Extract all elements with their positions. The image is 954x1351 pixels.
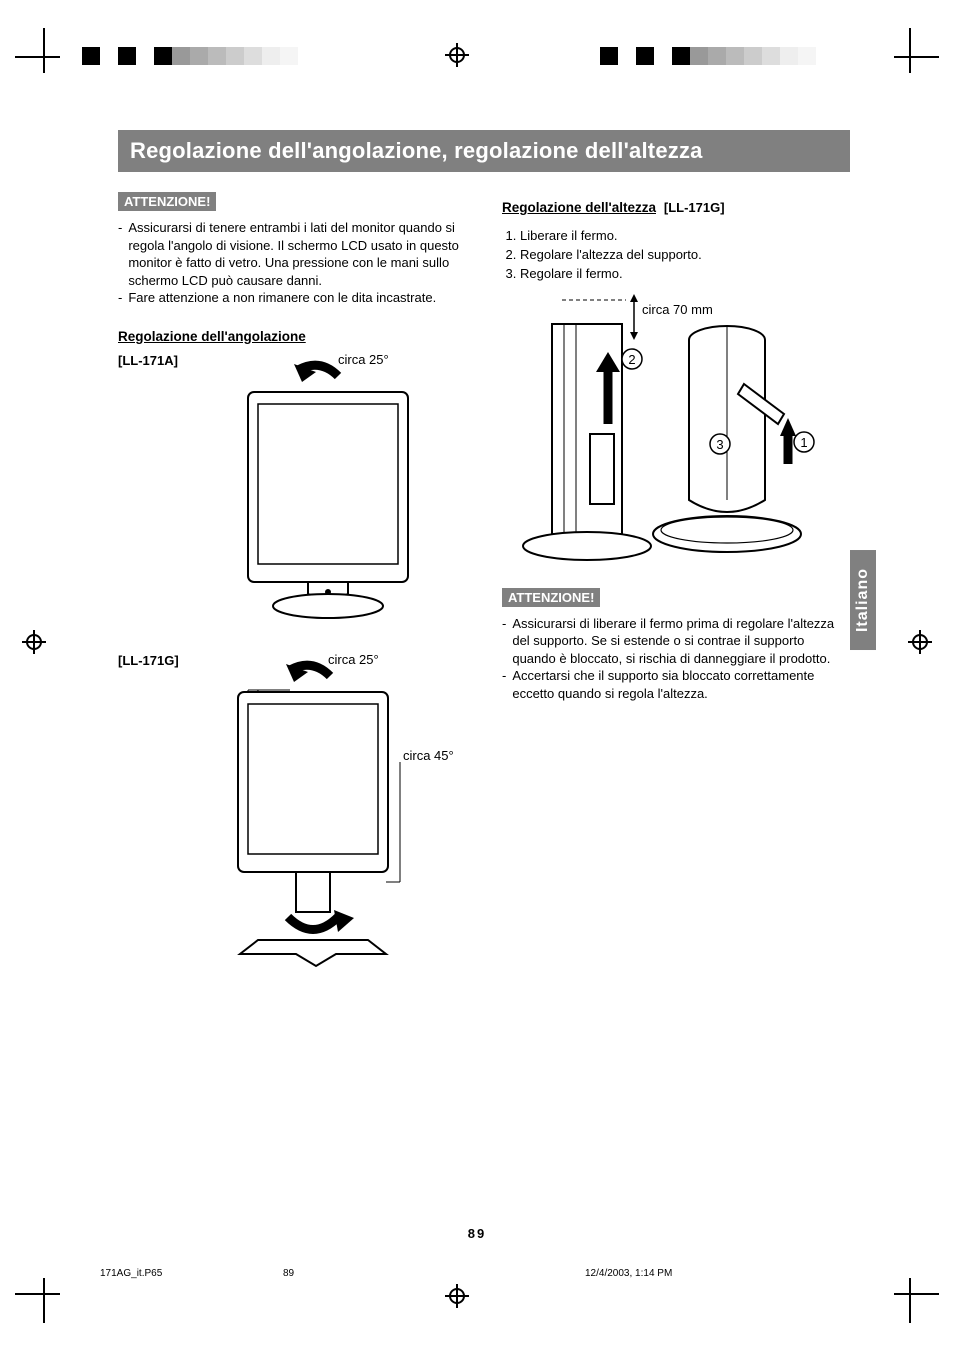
right-column: Regolazione dell'altezza [LL-171G] Liber…	[502, 192, 850, 992]
calibration-swatch	[654, 47, 672, 65]
figure-ll171g: [LL-171G] circa 25° circa 5° circa 45° c…	[118, 652, 478, 972]
angle-back-label: circa 25°	[338, 352, 389, 367]
calibration-swatch	[244, 47, 262, 65]
left-column: ATTENZIONE! -Assicurarsi di tenere entra…	[118, 192, 478, 992]
warning-item: -Assicurarsi di tenere entrambi i lati d…	[118, 219, 478, 289]
calibration-swatch	[744, 47, 762, 65]
warning-item: -Assicurarsi di liberare il fermo prima …	[502, 615, 850, 668]
calibration-swatch	[136, 47, 154, 65]
subheading-model: [LL-171G]	[664, 200, 725, 215]
registration-mark-icon	[22, 630, 46, 654]
calibration-swatch	[280, 47, 298, 65]
monitor-tilt-diagram: circa 25° circa 5°	[198, 352, 448, 632]
registration-mark-icon	[445, 1284, 469, 1308]
callout-2: 2	[628, 352, 635, 367]
steps-list: Liberare il fermo. Regolare l'altezza de…	[502, 227, 850, 284]
calibration-swatch	[726, 47, 744, 65]
height-adjust-diagram: circa 70 mm 2	[522, 294, 842, 574]
registration-mark-icon	[445, 43, 469, 67]
calibration-swatch	[600, 47, 618, 65]
language-tab: Italiano	[850, 550, 876, 650]
calibration-swatch	[118, 47, 136, 65]
calibration-swatch	[262, 47, 280, 65]
footer-page: 89	[283, 1268, 294, 1279]
angle-back-label: circa 25°	[328, 652, 379, 667]
color-calibration-bar	[82, 47, 298, 65]
warning-text: Fare attenzione a non rimanere con le di…	[128, 289, 436, 307]
footer-filename: 171AG_it.P65	[100, 1268, 162, 1279]
registration-mark-icon	[908, 630, 932, 654]
crop-mark	[894, 1293, 939, 1295]
calibration-swatch	[762, 47, 780, 65]
calibration-swatch	[154, 47, 172, 65]
calibration-swatch	[708, 47, 726, 65]
step-item: Regolare il fermo.	[520, 265, 850, 284]
callout-3: 3	[716, 437, 723, 452]
subheading-angle: Regolazione dell'angolazione	[118, 329, 306, 344]
calibration-swatch	[82, 47, 100, 65]
calibration-swatch	[208, 47, 226, 65]
height-label: circa 70 mm	[642, 302, 713, 317]
page-number: 89	[0, 1226, 954, 1241]
calibration-swatch	[172, 47, 190, 65]
calibration-swatch	[672, 47, 690, 65]
swivel-right-label: circa 45°	[403, 748, 454, 763]
model-label: [LL-171A]	[118, 353, 178, 368]
step-item: Regolare l'altezza del supporto.	[520, 246, 850, 265]
attention-badge: ATTENZIONE!	[118, 192, 216, 211]
color-calibration-bar	[600, 47, 816, 65]
calibration-swatch	[618, 47, 636, 65]
crop-mark	[15, 56, 60, 58]
attention-badge: ATTENZIONE!	[502, 588, 600, 607]
calibration-swatch	[226, 47, 244, 65]
crop-mark	[43, 1278, 45, 1323]
warning-text: Assicurarsi di tenere entrambi i lati de…	[128, 219, 478, 289]
calibration-swatch	[100, 47, 118, 65]
warning-text: Accertarsi che il supporto sia bloccato …	[512, 667, 850, 702]
crop-mark	[909, 1278, 911, 1323]
subheading-height: Regolazione dell'altezza	[502, 200, 656, 215]
step-item: Liberare il fermo.	[520, 227, 850, 246]
crop-mark	[894, 56, 939, 58]
warning-item: -Accertarsi che il supporto sia bloccato…	[502, 667, 850, 702]
calibration-swatch	[690, 47, 708, 65]
model-label: [LL-171G]	[118, 653, 179, 668]
figure-ll171a: [LL-171A] circa 25° circa 5°	[118, 352, 478, 632]
warning-text: Assicurarsi di liberare il fermo prima d…	[512, 615, 850, 668]
calibration-swatch	[780, 47, 798, 65]
callout-1: 1	[800, 435, 807, 450]
page-content: Regolazione dell'angolazione, regolazion…	[118, 130, 850, 992]
crop-mark	[909, 28, 911, 73]
footer-datetime: 12/4/2003, 1:14 PM	[585, 1268, 672, 1279]
monitor-tilt-swivel-diagram: circa 25° circa 5° circa 45° circa 45°	[198, 652, 478, 972]
crop-mark	[15, 1293, 60, 1295]
page-title: Regolazione dell'angolazione, regolazion…	[118, 130, 850, 172]
calibration-swatch	[636, 47, 654, 65]
calibration-swatch	[190, 47, 208, 65]
crop-mark	[43, 28, 45, 73]
calibration-swatch	[798, 47, 816, 65]
warning-item: -Fare attenzione a non rimanere con le d…	[118, 289, 478, 307]
